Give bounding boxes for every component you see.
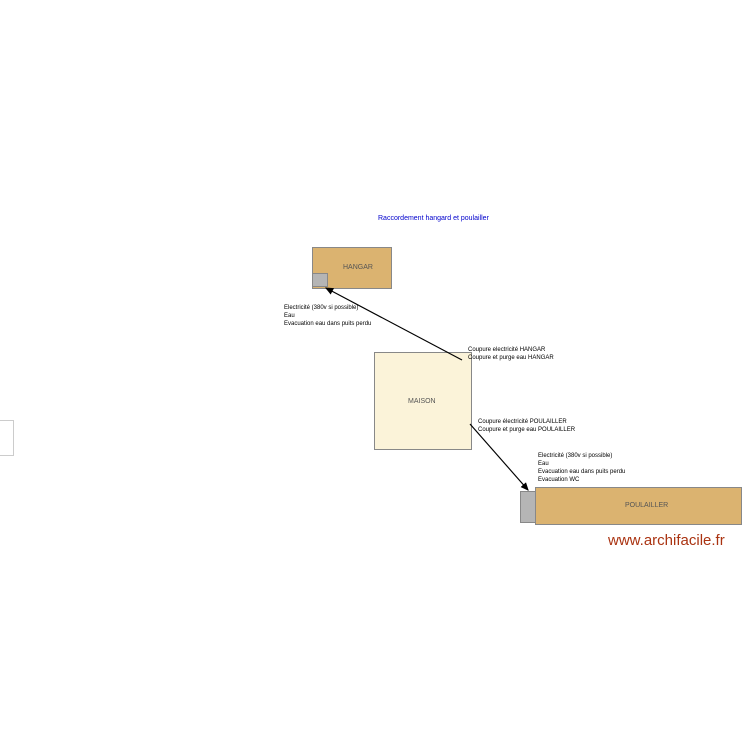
annot-line: Coupure électricité POULAILLER xyxy=(478,418,575,426)
annot-maison-top: Coupure electricité HANGAR Coupure et pu… xyxy=(468,346,554,362)
watermark: www.archifacile.fr xyxy=(608,532,725,549)
annot-line: Eau xyxy=(538,460,625,468)
annot-line: Eau xyxy=(284,312,371,320)
annot-line: Electricité (380v si possible) xyxy=(284,304,371,312)
annot-line: Coupure electricité HANGAR xyxy=(468,346,554,354)
annot-line: Evacuation WC xyxy=(538,476,625,484)
annot-line: Coupure et purge eau HANGAR xyxy=(468,354,554,362)
annot-line: Evacuation eau dans puits perdu xyxy=(284,320,371,328)
annot-line: Evacuation eau dans puits perdu xyxy=(538,468,625,476)
annot-maison-right: Coupure électricité POULAILLER Coupure e… xyxy=(478,418,575,434)
annot-hangar-side: Electricité (380v si possible) Eau Evacu… xyxy=(284,304,371,328)
connectors-layer xyxy=(0,0,750,750)
annot-line: Coupure et purge eau POULAILLER xyxy=(478,426,575,434)
annot-poulailler-side: Electricité (380v si possible) Eau Evacu… xyxy=(538,452,625,484)
annot-line: Electricité (380v si possible) xyxy=(538,452,625,460)
